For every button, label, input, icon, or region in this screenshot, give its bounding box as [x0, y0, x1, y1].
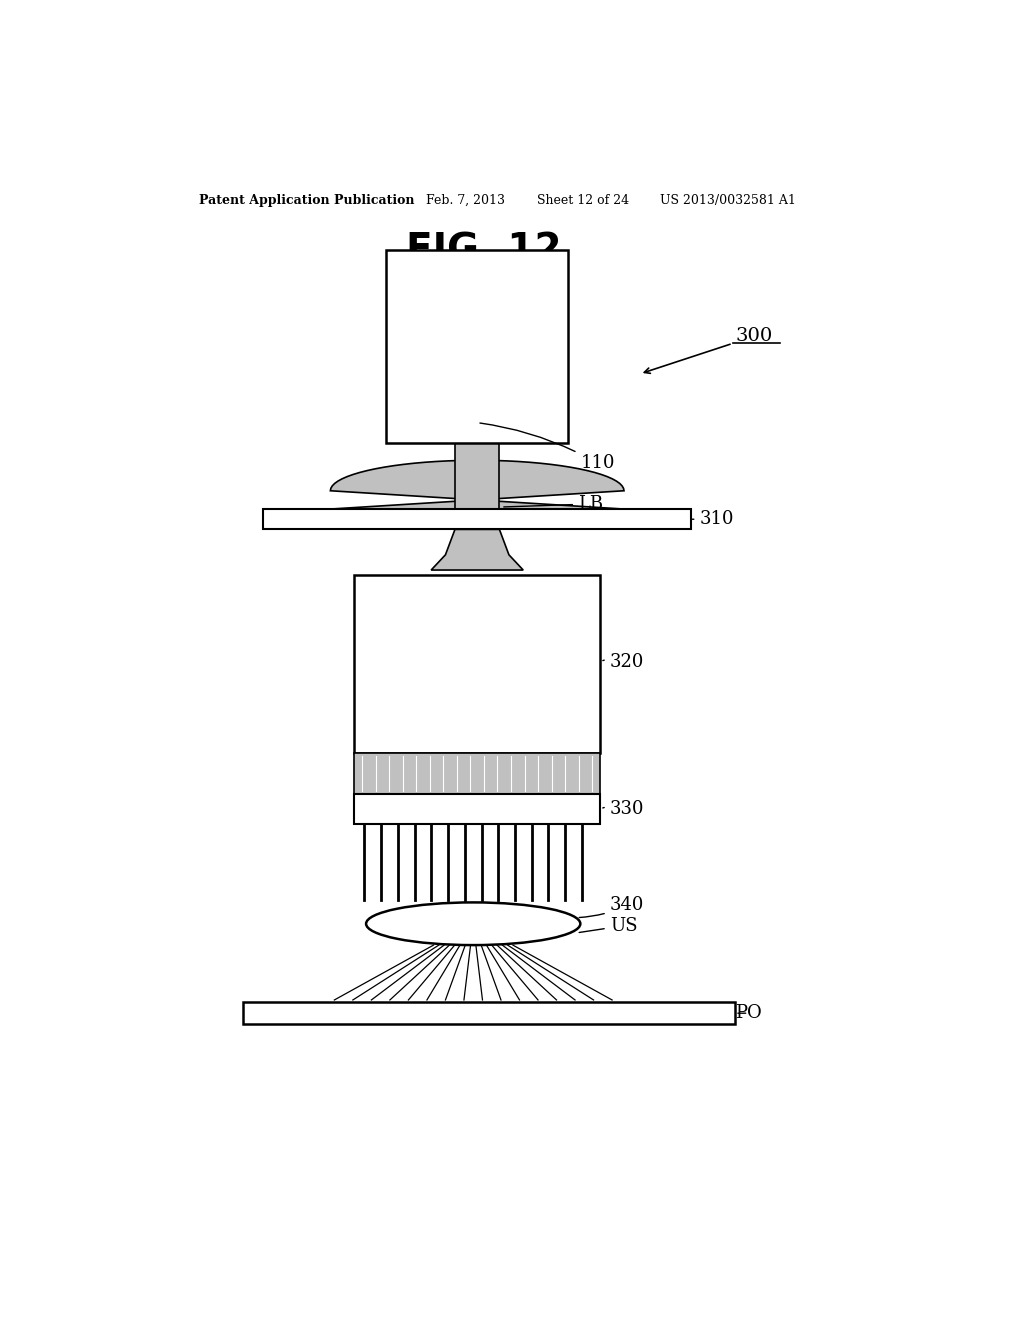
Bar [354, 793, 600, 824]
Text: Feb. 7, 2013: Feb. 7, 2013 [426, 194, 505, 207]
Bar [243, 1002, 735, 1024]
Text: Patent Application Publication: Patent Application Publication [200, 194, 415, 207]
Text: US 2013/0032581 A1: US 2013/0032581 A1 [659, 194, 796, 207]
Text: US: US [580, 917, 637, 935]
Text: 330: 330 [603, 800, 644, 818]
Text: FIG. 12: FIG. 12 [406, 231, 561, 269]
Text: 340: 340 [580, 896, 644, 917]
Bar [263, 510, 691, 529]
Polygon shape [331, 461, 624, 510]
Text: PO: PO [735, 1005, 762, 1022]
Polygon shape [455, 444, 500, 510]
Bar [386, 249, 568, 444]
Text: 300: 300 [735, 327, 772, 346]
Ellipse shape [366, 903, 581, 945]
Text: Sheet 12 of 24: Sheet 12 of 24 [537, 194, 629, 207]
Bar [354, 576, 600, 752]
Text: LB: LB [504, 495, 603, 513]
Text: 110: 110 [480, 422, 614, 473]
Text: 320: 320 [603, 652, 644, 671]
Bar [354, 752, 600, 793]
Text: 310: 310 [691, 511, 734, 528]
Polygon shape [431, 529, 523, 570]
